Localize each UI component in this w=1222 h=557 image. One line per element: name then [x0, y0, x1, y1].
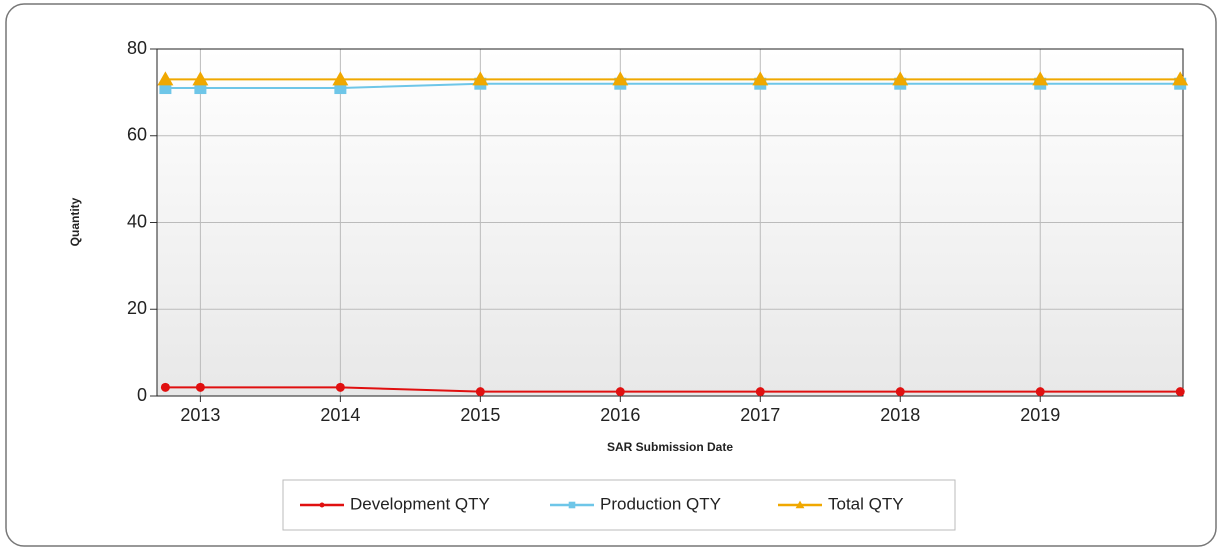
marker — [319, 502, 325, 508]
legend-label: Total QTY — [828, 494, 904, 513]
x-tick-label: 2019 — [1020, 405, 1060, 425]
marker — [615, 387, 625, 397]
marker — [475, 387, 485, 397]
marker — [1172, 71, 1189, 86]
marker — [895, 387, 905, 397]
marker — [752, 71, 769, 86]
marker — [335, 382, 345, 392]
marker — [795, 500, 805, 509]
x-tick-label: 2015 — [460, 405, 500, 425]
legend-label: Development QTY — [350, 494, 490, 513]
x-tick-label: 2013 — [180, 405, 220, 425]
y-tick-label: 0 — [137, 385, 147, 405]
marker — [1032, 71, 1049, 86]
marker — [1175, 387, 1185, 397]
x-tick-label: 2014 — [320, 405, 360, 425]
y-tick-label: 20 — [127, 298, 147, 318]
x-tick-label: 2017 — [740, 405, 780, 425]
y-tick-label: 40 — [127, 211, 147, 231]
x-axis-title: SAR Submission Date — [607, 440, 733, 454]
y-axis-title: Quantity — [68, 197, 82, 246]
marker — [157, 71, 174, 86]
marker — [892, 71, 909, 86]
y-tick-label: 80 — [127, 38, 147, 58]
legend-label: Production QTY — [600, 494, 721, 513]
y-tick-label: 60 — [127, 125, 147, 145]
marker — [192, 71, 209, 86]
marker — [195, 382, 205, 392]
marker — [1035, 387, 1045, 397]
x-tick-label: 2016 — [600, 405, 640, 425]
x-tick-label: 2018 — [880, 405, 920, 425]
legend — [282, 479, 956, 531]
plot-border — [156, 48, 1184, 397]
marker — [472, 71, 489, 86]
marker — [160, 382, 170, 392]
marker — [332, 71, 349, 86]
marker — [755, 387, 765, 397]
marker — [612, 71, 629, 86]
marker — [568, 501, 576, 509]
